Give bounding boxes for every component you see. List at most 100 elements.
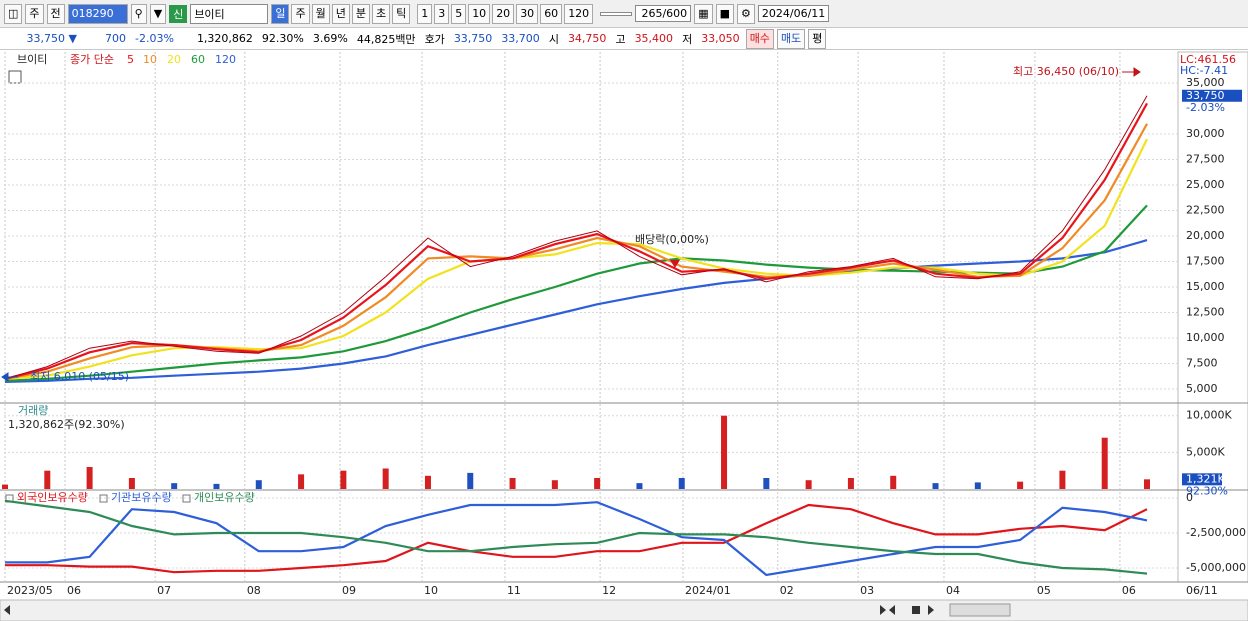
legend-entry: 개인보유수량 xyxy=(194,491,255,504)
prefix-button[interactable]: 전 xyxy=(46,3,65,24)
sell-button[interactable]: 매도 xyxy=(776,28,806,49)
volume-bar xyxy=(44,470,51,489)
y-tick-label: 17,500 xyxy=(1186,255,1225,268)
x-tick-label: 06 xyxy=(67,584,81,597)
symbol-label: 브이티 xyxy=(17,53,47,66)
open-label: 시 xyxy=(548,32,559,46)
ask-label: 호가 xyxy=(424,32,445,46)
last-price-label: 33,750 xyxy=(1186,89,1225,102)
y-tick-label: 7,500 xyxy=(1186,356,1218,369)
volume-bar xyxy=(171,483,178,489)
interval-button[interactable]: 3 xyxy=(434,3,450,24)
menu-icon[interactable]: ◫ xyxy=(4,3,23,24)
legend-entry: 10 xyxy=(143,53,157,66)
custom-interval[interactable] xyxy=(600,11,633,16)
interval-button[interactable]: 120 xyxy=(564,3,594,24)
volume-bar xyxy=(847,478,854,489)
x-tick-label: 12 xyxy=(602,584,616,597)
badge: 신 xyxy=(169,4,188,23)
interval-button[interactable]: 30 xyxy=(516,3,539,24)
volume-tag xyxy=(1182,473,1222,486)
volume-bar xyxy=(721,415,728,489)
volume-title: 거래량 xyxy=(18,404,48,417)
y-tick-label: 0 xyxy=(1186,491,1193,504)
volume-pct: 92.30% xyxy=(261,32,304,45)
volume-bar xyxy=(213,483,220,489)
y-tick-label: 27,500 xyxy=(1186,153,1225,166)
volume-bar xyxy=(974,482,981,489)
y-tick-label: 10,000K xyxy=(1186,409,1232,422)
period-button[interactable]: 초 xyxy=(371,3,391,24)
volume-bar xyxy=(636,483,643,489)
legend-entry: 120 xyxy=(215,53,236,66)
period-button[interactable]: 분 xyxy=(351,3,370,24)
volume-bar xyxy=(890,475,897,489)
volume-bar xyxy=(382,468,389,489)
period-button[interactable]: 일 xyxy=(271,3,290,24)
scrollbar[interactable] xyxy=(0,599,1248,621)
volume-bar xyxy=(932,483,939,489)
high-annotation: 최고 36,450 (06/10) xyxy=(1013,65,1119,78)
legend-entry: 5 xyxy=(127,53,134,66)
volume-bar xyxy=(128,478,135,489)
name-input[interactable]: 브이티 xyxy=(190,3,269,24)
volume-bar xyxy=(509,478,516,489)
interval-button[interactable]: 60 xyxy=(540,3,563,24)
legend-title: 종가 단순 xyxy=(70,53,114,66)
x-tick-label: 08 xyxy=(247,584,261,597)
change-pct: -2.03% xyxy=(135,32,174,45)
period-button[interactable]: 틱 xyxy=(392,3,411,24)
volume-pct-label: 92.30% xyxy=(1186,484,1228,497)
hc-label: HC:-7.41 xyxy=(1180,64,1228,77)
change: 700 xyxy=(105,32,126,45)
date-input[interactable]: 2024/06/11 xyxy=(757,5,830,22)
legend-swatch xyxy=(182,494,191,503)
y-tick-label: 35,000 xyxy=(1186,76,1225,89)
interval-button[interactable]: 1 xyxy=(417,3,433,24)
interval-button[interactable]: 5 xyxy=(451,3,467,24)
market-select[interactable]: 주 xyxy=(25,3,44,24)
volume-bar xyxy=(1101,437,1108,489)
volume-bar xyxy=(86,467,93,489)
buy-button[interactable]: 매수 xyxy=(745,28,774,49)
search-icon[interactable]: ⚲ xyxy=(130,3,147,24)
period-button[interactable]: 년 xyxy=(331,3,350,24)
sound-icon[interactable]: ▼ xyxy=(149,3,167,24)
count-input[interactable]: 265/600 xyxy=(635,5,692,22)
last-pct-label: -2.03% xyxy=(1186,101,1225,114)
y-tick-label: 5,000K xyxy=(1186,445,1225,458)
quote-bar: 33,750 ▼ 700 -2.03% 1,320,862 92.30% 3.6… xyxy=(0,28,1248,50)
volume-bar xyxy=(551,480,558,489)
bid: 33,700 xyxy=(501,32,540,45)
low-annotation: 최저 6,010 (05/15) xyxy=(30,370,129,383)
right-axis xyxy=(1177,51,1248,583)
x-tick-label: 2023/05 xyxy=(7,584,53,597)
interval-button[interactable]: 20 xyxy=(492,3,515,24)
eval-button[interactable]: 평 xyxy=(808,28,827,49)
zoom-slider[interactable] xyxy=(949,603,1011,617)
price: 33,750 ▼ xyxy=(26,32,77,45)
volume-bar xyxy=(805,480,812,489)
volume-bar xyxy=(424,475,431,489)
period-button[interactable]: 월 xyxy=(311,3,330,24)
low-label: 저 xyxy=(682,32,693,46)
tool-icon[interactable]: ▦ xyxy=(694,3,713,24)
y-tick-label: 15,000 xyxy=(1186,280,1225,293)
legend-entry: 60 xyxy=(191,53,205,66)
interval-button[interactable]: 10 xyxy=(468,3,491,24)
volume-bar xyxy=(1017,481,1024,489)
interval-buttons: 1 3 5 10 20 30 60 120 xyxy=(417,3,594,24)
code-input[interactable]: 018290 xyxy=(67,3,128,24)
x-tick-label: 2024/01 xyxy=(685,584,731,597)
x-tick-label: 04 xyxy=(946,584,960,597)
period-button[interactable]: 주 xyxy=(291,3,310,24)
x-tick-label: 02 xyxy=(780,584,794,597)
volume-bar xyxy=(2,484,8,489)
settings-icon[interactable]: ⚙ xyxy=(737,3,755,24)
volume-bar xyxy=(340,470,347,489)
legend-entry: 20 xyxy=(167,53,181,66)
low: 33,050 xyxy=(701,32,740,45)
save-icon[interactable]: ■ xyxy=(715,3,734,24)
table-icon[interactable] xyxy=(8,70,22,84)
